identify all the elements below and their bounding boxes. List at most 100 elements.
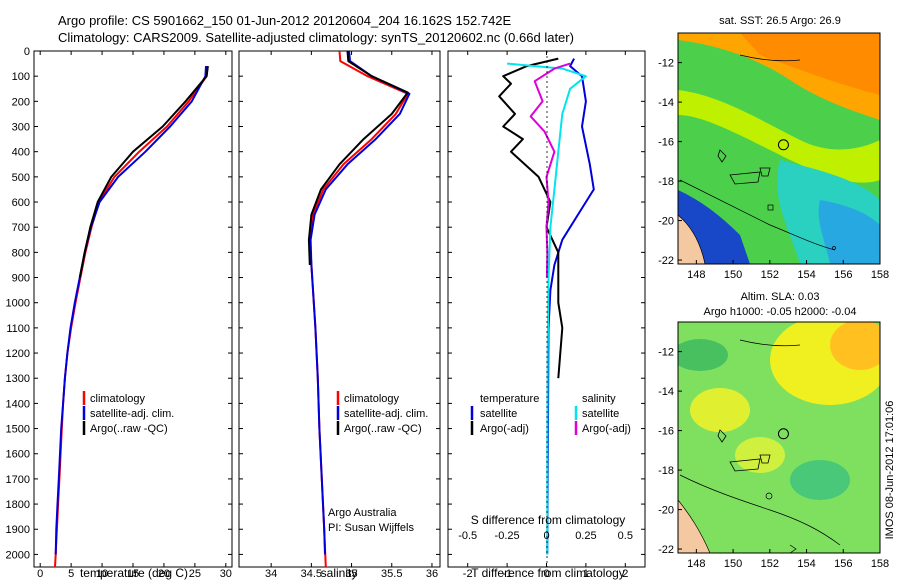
- x-tick-label: 15: [127, 568, 139, 580]
- depth-tick-label: 2000: [6, 549, 30, 561]
- x-tick-label: 34: [265, 568, 277, 580]
- salinity-panel: 34 34.5 35 35.5 36 salinity climatology sate…: [238, 50, 441, 580]
- sla-low-north: [678, 339, 728, 371]
- imos-credit: IMOS 08-Jun-2012 17:01:06: [884, 401, 896, 540]
- lat-tick-label: -14: [658, 386, 674, 398]
- float-position-marker: [777, 139, 789, 151]
- depth-tick-label: 300: [12, 122, 30, 134]
- sst-map: sat. SST: 26.5 Argo: 26.9 148 150 152 154 15…: [658, 15, 889, 281]
- png-coast: [739, 339, 801, 347]
- depth-tick-label: 1200: [6, 348, 30, 360]
- temperature-x-axis: 0 5 10 15 20 25 30: [37, 51, 232, 580]
- depth-axis: 0 100 200 300 400 500 600 700 800 900 1000 1100 1200…: [6, 46, 232, 561]
- temperature-legend: climatology satellite-adj. clim. Argo(..…: [82, 391, 174, 435]
- lat-tick-label: -16: [658, 137, 674, 149]
- salinity-xlabel: salinity: [321, 566, 358, 580]
- sla-map-field: [678, 322, 880, 553]
- sla-map: Altim. SLA: 0.03 Argo h1000: -0.05 h2000…: [658, 291, 889, 570]
- s-tick-label: -0.25: [495, 530, 520, 542]
- sla-isobath: [679, 474, 841, 546]
- sst-map-frame: [677, 32, 881, 265]
- series-line-satellite-adj-clim-: [54, 66, 207, 555]
- sst-cold-region: [818, 200, 880, 264]
- sst-map-title: sat. SST: 26.5 Argo: 26.9: [719, 15, 841, 27]
- depth-tick-label: 1000: [6, 298, 30, 310]
- x-tick-label: 1: [583, 568, 589, 580]
- series-line-climatology: [54, 66, 209, 567]
- x-tick-label: 5: [68, 568, 74, 580]
- depth-tick-label: 1700: [6, 474, 30, 486]
- depth-tick-label: 400: [12, 147, 30, 159]
- s-tick-label: 0: [543, 530, 549, 542]
- reef-marker: [767, 204, 774, 211]
- series-line-t-satellite: [546, 58, 595, 555]
- argo-australia-annotation: Argo Australia: [328, 507, 397, 519]
- temperature-xlabel: temperature (deg C): [80, 566, 188, 580]
- legend-s-argo-label: Argo(-adj): [582, 423, 631, 435]
- land-queensland: [678, 499, 711, 553]
- difference-panel: -2 -1 0 1 2 T difference from climatology S …: [447, 50, 646, 580]
- s-difference-tick-labels: -0.5 -0.25 0 0.25 0.5: [458, 530, 633, 542]
- depth-tick-label: 1100: [6, 323, 30, 335]
- legend-satellite-label: satellite-adj. clim.: [90, 408, 174, 420]
- x-tick-label: 30: [220, 568, 232, 580]
- reef-marker-small: [789, 544, 797, 553]
- salinity-x-axis: 34 34.5 35 35.5 36: [265, 51, 438, 580]
- legend-climatology-label: climatology: [344, 393, 400, 405]
- lon-tick-label: 148: [687, 558, 705, 570]
- x-tick-label: 2: [622, 568, 628, 580]
- s-difference-label: S difference from climatology: [471, 513, 626, 527]
- lon-tick-label: 152: [761, 558, 779, 570]
- sla-map-title-1: Altim. SLA: 0.03: [741, 291, 820, 303]
- land-queensland: [678, 214, 706, 264]
- s-tick-label: 0.5: [618, 530, 633, 542]
- legend-t-satellite-label: satellite: [480, 408, 517, 420]
- series-line-argo-raw-qc-: [307, 51, 409, 266]
- sst-map-lat-axis: -12 -14 -16 -18 -20 -22: [658, 58, 682, 267]
- series-line-t-argo-adj-: [498, 57, 564, 379]
- legend-argo-label: Argo(..raw -QC): [90, 423, 168, 435]
- temperature-panel: 0100200300400500600700800900100011001200…: [6, 46, 233, 580]
- coral-sea-reefs: [717, 429, 771, 472]
- x-tick-label: 25: [189, 568, 201, 580]
- title-line-1: Argo profile: CS 5901662_150 01-Jun-2012…: [58, 13, 512, 28]
- legend-argo-label: Argo(..raw -QC): [344, 423, 422, 435]
- depth-tick-label: 1500: [6, 424, 30, 436]
- s-tick-label: -0.5: [458, 530, 477, 542]
- depth-tick-label: 800: [12, 247, 30, 259]
- lat-tick-label: -22: [658, 255, 674, 267]
- legend-salinity-title: salinity: [582, 393, 616, 405]
- depth-tick-label: 200: [12, 96, 30, 108]
- series-line-argo-raw-qc-: [78, 65, 209, 278]
- lon-tick-label: 154: [797, 558, 815, 570]
- coral-sea-reefs: [717, 149, 771, 185]
- sst-isobath: [679, 179, 836, 251]
- depth-tick-label: 0: [24, 46, 30, 58]
- lat-tick-label: -18: [658, 465, 674, 477]
- depth-tick-label: 700: [12, 222, 30, 234]
- x-tick-label: 0: [37, 568, 43, 580]
- sla-high-west: [690, 388, 750, 432]
- sla-map-lat-axis: -12 -14 -16 -18 -20 -22: [658, 347, 682, 556]
- sla-low-region: [790, 460, 850, 500]
- lat-tick-label: -12: [658, 58, 674, 70]
- series-line-climatology: [308, 51, 409, 567]
- sst-map-lon-axis: 148 150 152 154 156 158: [687, 260, 889, 281]
- t-difference-xlabel: T difference from climatology: [471, 566, 625, 580]
- lon-tick-label: 154: [797, 269, 815, 281]
- difference-legend: temperature satellite Argo(-adj) salinit…: [470, 393, 631, 435]
- lat-tick-label: -18: [658, 176, 674, 188]
- salinity-axes-frame: [238, 50, 441, 568]
- lon-tick-label: 152: [761, 269, 779, 281]
- pi-annotation: PI: Susan Wijffels: [328, 522, 414, 534]
- x-tick-label: 36: [426, 568, 438, 580]
- lon-tick-label: 156: [834, 269, 852, 281]
- depth-tick-label: 1900: [6, 524, 30, 536]
- difference-x-axis: -2 -1 0 1 2: [463, 51, 628, 580]
- x-tick-label: 10: [96, 568, 108, 580]
- lon-tick-label: 150: [724, 558, 742, 570]
- legend-t-argo-label: Argo(-adj): [480, 423, 529, 435]
- series-line-satellite-adj-clim-: [309, 51, 411, 555]
- temperature-series: [54, 65, 209, 567]
